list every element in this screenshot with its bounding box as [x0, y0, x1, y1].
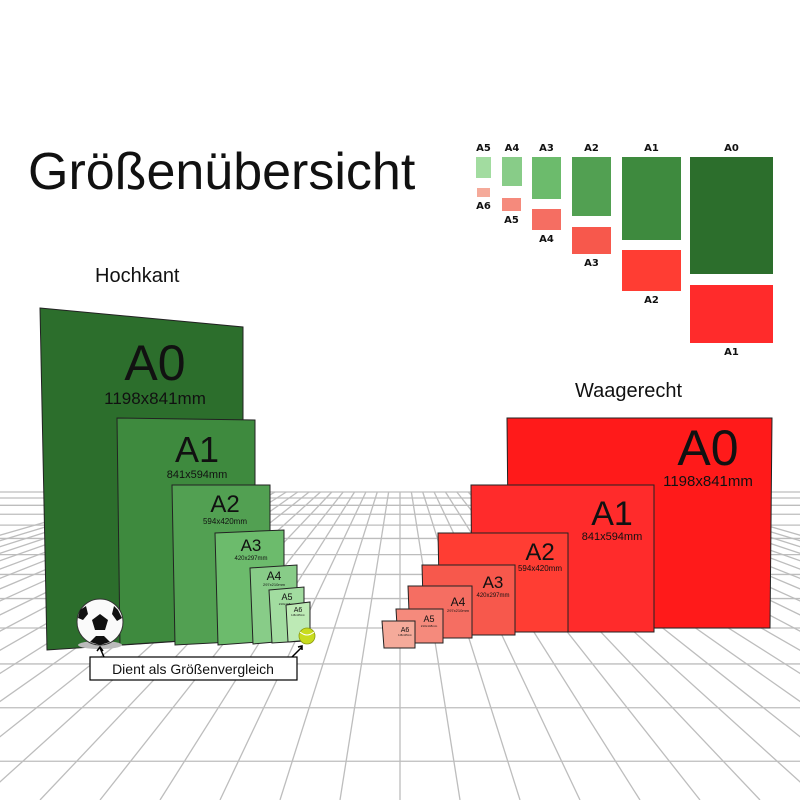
sheet-name: A6: [401, 627, 410, 634]
legend-green-a0: [690, 157, 773, 274]
sheet-dimensions: 594x420mm: [203, 517, 247, 526]
sheet-dimensions: 1198x841mm: [104, 389, 206, 408]
grid-line: [159, 491, 356, 800]
legend-green-a5: [476, 157, 491, 178]
sheet-name: A3: [241, 536, 262, 555]
sheet-name: A0: [677, 420, 738, 476]
legend-red-label: A1: [724, 347, 739, 358]
legend-green-label: A4: [505, 143, 520, 154]
grid-line: [219, 491, 367, 800]
sheet-name: A4: [267, 569, 282, 583]
legend-green-a2: [572, 157, 611, 216]
legend-green-label: A1: [644, 143, 659, 154]
legend-green-label: A3: [539, 143, 554, 154]
comparison-caption: Dient als Größenvergleich: [112, 661, 274, 677]
grid-line: [627, 491, 800, 548]
sheet-name: A2: [525, 539, 554, 566]
size-legend: A5 A4 A3 A2 A1 A0 A6 A5 A4 A3 A2 A1: [476, 143, 773, 358]
sheet-dimensions: 841x594mm: [167, 469, 228, 481]
legend-red-label: A4: [539, 234, 554, 245]
page-title: Größenübersicht: [28, 143, 416, 201]
sheet-name: A5: [423, 614, 434, 624]
legend-green-label: A0: [724, 143, 739, 154]
legend-green-a1: [622, 157, 681, 240]
sheet-dimensions: 841x594mm: [582, 531, 643, 543]
sheet-name: A6: [294, 607, 303, 614]
grid-line: [0, 491, 185, 555]
sheet-shape: [381, 620, 416, 649]
sheet-name: A5: [281, 592, 292, 602]
legend-red-a1: [690, 285, 773, 343]
comparison-arrows: [96, 645, 303, 658]
grid-line: [410, 491, 461, 800]
grid-line: [0, 491, 173, 548]
tennis-ball-icon: [298, 627, 316, 645]
legend-red-label: A5: [504, 215, 519, 226]
sheet-name: A4: [451, 595, 466, 609]
comparison-caption-box: [89, 656, 298, 681]
grid-line: [339, 491, 390, 800]
landscape-heading: Waagerecht: [575, 380, 683, 402]
legend-red-label: A2: [644, 295, 659, 306]
legend-green-label: A2: [584, 143, 599, 154]
legend-red-label: A6: [476, 201, 491, 212]
sheet-dimensions: 210x148mm: [421, 624, 438, 628]
legend-red-a6: [477, 188, 490, 197]
legend-red-a4: [532, 209, 561, 230]
sheet-name: A1: [175, 429, 219, 470]
sheet-dimensions: 297x210mm: [447, 608, 470, 613]
legend-red-a3: [572, 227, 611, 254]
sheet-name: A3: [483, 573, 504, 592]
sheet-dimensions: 148x105mm: [291, 614, 305, 617]
sheet-name: A0: [124, 335, 185, 391]
soccer-ball-icon: [76, 598, 124, 649]
sheet-dimensions: 210x148mm: [279, 602, 296, 606]
sheet-name: A2: [210, 491, 239, 518]
sheet-dimensions: 297x210mm: [263, 582, 286, 587]
sheet-dimensions: 420x297mm: [476, 593, 509, 599]
sheet-dimensions: 1198x841mm: [663, 473, 753, 490]
legend-red-label: A3: [584, 258, 599, 269]
sheet-dimensions: 594x420mm: [518, 564, 562, 573]
legend-red-a2: [622, 250, 681, 291]
legend-green-a3: [532, 157, 561, 199]
legend-red-a5: [502, 198, 521, 211]
legend-green-a4: [502, 157, 522, 186]
legend-green-label: A5: [476, 143, 491, 154]
grid-line: [99, 491, 344, 800]
sheet-name: A1: [591, 495, 633, 533]
grid-line: [279, 491, 378, 800]
portrait-heading: Hochkant: [95, 265, 180, 287]
sheet-dimensions: 420x297mm: [234, 556, 267, 562]
sheet-dimensions: 148x105mm: [398, 634, 412, 637]
